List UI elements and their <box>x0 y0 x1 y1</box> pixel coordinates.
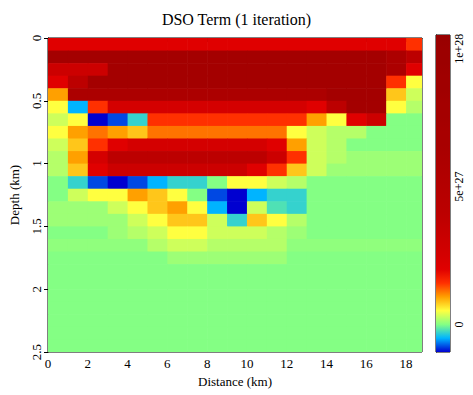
svg-text:1: 1 <box>29 160 44 167</box>
svg-text:2: 2 <box>85 356 92 371</box>
svg-text:2: 2 <box>29 286 44 293</box>
svg-text:1e+28: 1e+28 <box>452 34 466 64</box>
svg-text:0: 0 <box>29 35 44 42</box>
svg-text:10: 10 <box>240 356 253 371</box>
svg-text:4: 4 <box>124 356 131 371</box>
svg-text:0.5: 0.5 <box>29 93 44 109</box>
svg-text:1.5: 1.5 <box>29 218 44 234</box>
svg-text:8: 8 <box>204 356 211 371</box>
svg-text:Distance (km): Distance (km) <box>198 374 272 389</box>
svg-text:2.5: 2.5 <box>29 344 44 360</box>
svg-text:DSO Term (1 iteration): DSO Term (1 iteration) <box>162 11 311 29</box>
svg-text:18: 18 <box>400 356 413 371</box>
svg-text:5e+27: 5e+27 <box>452 172 466 202</box>
svg-text:14: 14 <box>320 356 334 371</box>
svg-text:Depth (km): Depth (km) <box>7 165 22 225</box>
svg-text:16: 16 <box>360 356 374 371</box>
svg-text:12: 12 <box>280 356 293 371</box>
svg-text:6: 6 <box>164 356 171 371</box>
svg-text:0: 0 <box>45 356 52 371</box>
svg-text:0: 0 <box>452 321 466 327</box>
